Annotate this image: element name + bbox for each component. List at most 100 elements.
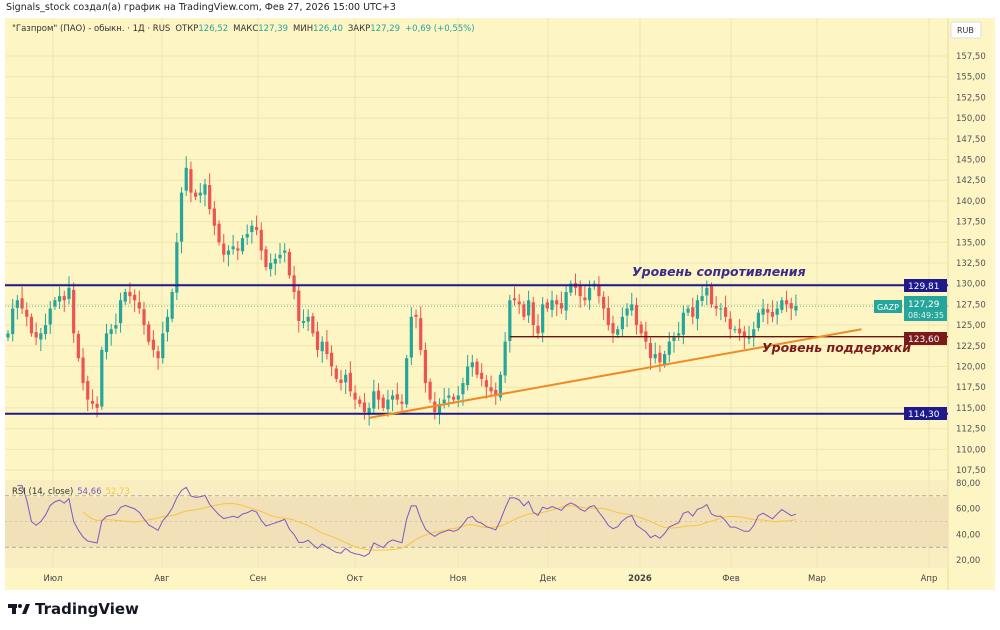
candle-body xyxy=(386,399,390,410)
price-tick-label: 117,50 xyxy=(956,383,986,393)
candle-body xyxy=(405,358,409,405)
trendline xyxy=(368,328,862,419)
candle-body xyxy=(583,297,587,301)
candle-body xyxy=(766,309,770,313)
candle-body xyxy=(658,352,662,363)
candle-body xyxy=(559,303,564,309)
candle-body xyxy=(466,366,470,386)
candle-body xyxy=(780,300,784,310)
candle-body xyxy=(569,283,573,293)
candle-body xyxy=(512,298,517,301)
attribution-text: Signals_stock создал(а) график на Tradin… xyxy=(6,2,396,13)
candle-body xyxy=(526,300,531,316)
candle-body xyxy=(212,208,216,226)
low-level-price-text: 114,30 xyxy=(908,410,940,420)
time-tick-label: Окт xyxy=(347,574,364,584)
candle-body xyxy=(564,291,568,311)
candle-body xyxy=(100,349,104,407)
time-tick-label: Ноя xyxy=(450,574,467,584)
candle-body xyxy=(625,308,629,316)
price-tick-label: 132,50 xyxy=(956,259,986,269)
candle-body xyxy=(292,275,296,292)
candle-body xyxy=(90,400,95,404)
candle-body xyxy=(709,285,714,305)
support-annotation[interactable]: Уровень поддержки xyxy=(762,340,911,355)
candle-body xyxy=(226,250,231,255)
resistance-price-label xyxy=(904,279,947,292)
candle-body xyxy=(6,333,10,338)
candle-body xyxy=(611,323,615,334)
candle-body xyxy=(203,184,207,195)
support-price-label xyxy=(904,332,947,345)
symbol-legend[interactable]: "Газпром" (ПАО) - обыкн. · 1Д · RUS ОТКР1… xyxy=(12,24,475,34)
rsi-tick-label: 60,00 xyxy=(956,505,980,515)
candle-body xyxy=(114,325,118,329)
price-tick-label: 115,00 xyxy=(956,404,986,414)
candle-body xyxy=(456,395,460,400)
candle-body xyxy=(128,291,132,297)
candle-body xyxy=(320,341,324,352)
candle-body xyxy=(784,300,789,305)
resistance-annotation[interactable]: Уровень сопротивления xyxy=(632,264,806,279)
rsi-axis: 80,00 60,00 40,00 20,00 xyxy=(956,479,980,566)
candle-body xyxy=(714,305,718,309)
candle-body xyxy=(686,308,690,313)
candle-body xyxy=(156,351,160,359)
candle-body xyxy=(536,325,540,334)
time-tick-label: Мар xyxy=(808,574,826,584)
candle-body xyxy=(161,333,165,359)
rsi-lines xyxy=(5,485,948,557)
candle-body xyxy=(259,229,263,251)
candle-body xyxy=(705,287,709,296)
candle-body xyxy=(770,312,775,317)
candle-body xyxy=(278,254,282,259)
candle-body xyxy=(531,302,535,326)
candle-body xyxy=(447,395,451,398)
candle-body xyxy=(208,185,212,210)
levels xyxy=(5,284,948,419)
candle-body xyxy=(358,399,362,404)
price-axis[interactable]: 157,50 155,00 152,50 150,00 147,50 145,00 142,… xyxy=(956,52,986,476)
candle-body xyxy=(794,306,798,311)
candle-body xyxy=(339,379,343,384)
candle-body xyxy=(695,300,700,319)
price-axis-background xyxy=(948,18,995,590)
time-tick-label: 2026 xyxy=(628,574,652,584)
ticker-text: GAZP xyxy=(877,303,899,312)
candle-body xyxy=(57,296,62,302)
candle-body xyxy=(344,374,348,383)
candle-body xyxy=(508,300,512,341)
candle-body xyxy=(353,392,357,400)
candle-body xyxy=(179,192,184,242)
candle-body xyxy=(109,329,113,335)
price-tick-label: 155,00 xyxy=(956,73,986,83)
price-tick-label: 150,00 xyxy=(956,114,986,124)
candle-body xyxy=(34,332,38,338)
candle-body xyxy=(484,380,488,388)
candle-body xyxy=(663,354,667,365)
candle-body xyxy=(165,316,170,333)
candle-body xyxy=(39,333,43,340)
candle-body xyxy=(372,391,376,409)
time-axis[interactable]: Июл Авг Сен Окт Ноя Дек 2026 Фев Мар Апр xyxy=(44,574,938,584)
candle-body xyxy=(414,314,418,317)
candle-body xyxy=(147,324,151,342)
tradingview-logo[interactable]: TradingView xyxy=(8,600,139,618)
resistance-price-text: 129,81 xyxy=(908,282,940,292)
currency-button[interactable] xyxy=(950,21,982,39)
candle-body xyxy=(597,285,601,297)
candle-body xyxy=(376,390,381,400)
candle-body xyxy=(273,258,277,264)
candle-body xyxy=(170,291,174,319)
candle-body xyxy=(81,357,85,384)
candle-body xyxy=(700,296,704,301)
rsi-legend[interactable]: RSI (14, close) 54,66 52,73 xyxy=(12,487,130,497)
candle-body xyxy=(756,312,760,328)
candle-body xyxy=(269,263,273,270)
candle-body xyxy=(264,249,268,268)
support-price-text: 123,60 xyxy=(908,335,940,345)
candle-body xyxy=(517,301,521,305)
candle-body xyxy=(677,333,681,336)
candle-body xyxy=(381,397,385,408)
